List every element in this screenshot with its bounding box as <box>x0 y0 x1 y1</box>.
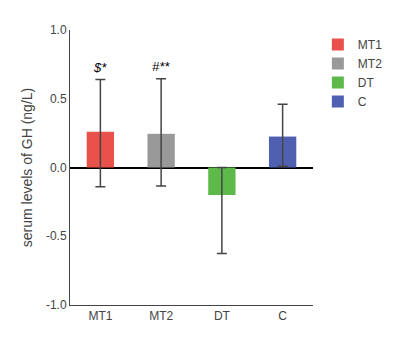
svg-text:1.0: 1.0 <box>50 23 67 37</box>
svg-text:MT1: MT1 <box>88 309 112 323</box>
svg-text:MT2: MT2 <box>358 57 382 71</box>
svg-text:$*: $* <box>93 60 107 75</box>
svg-text:0.5: 0.5 <box>50 92 67 106</box>
svg-text:C: C <box>278 309 287 323</box>
svg-text:C: C <box>358 95 367 109</box>
svg-text:#**: #** <box>152 59 170 74</box>
svg-text:serum levels of GH (ng/L): serum levels of GH (ng/L) <box>19 88 35 248</box>
svg-text:0.0: 0.0 <box>50 161 67 175</box>
svg-text:DT: DT <box>358 76 375 90</box>
svg-text:MT2: MT2 <box>149 309 173 323</box>
svg-text:MT1: MT1 <box>358 38 382 52</box>
svg-text:-1.0: -1.0 <box>46 298 67 312</box>
svg-text:-0.5: -0.5 <box>46 229 67 243</box>
svg-text:DT: DT <box>214 309 231 323</box>
